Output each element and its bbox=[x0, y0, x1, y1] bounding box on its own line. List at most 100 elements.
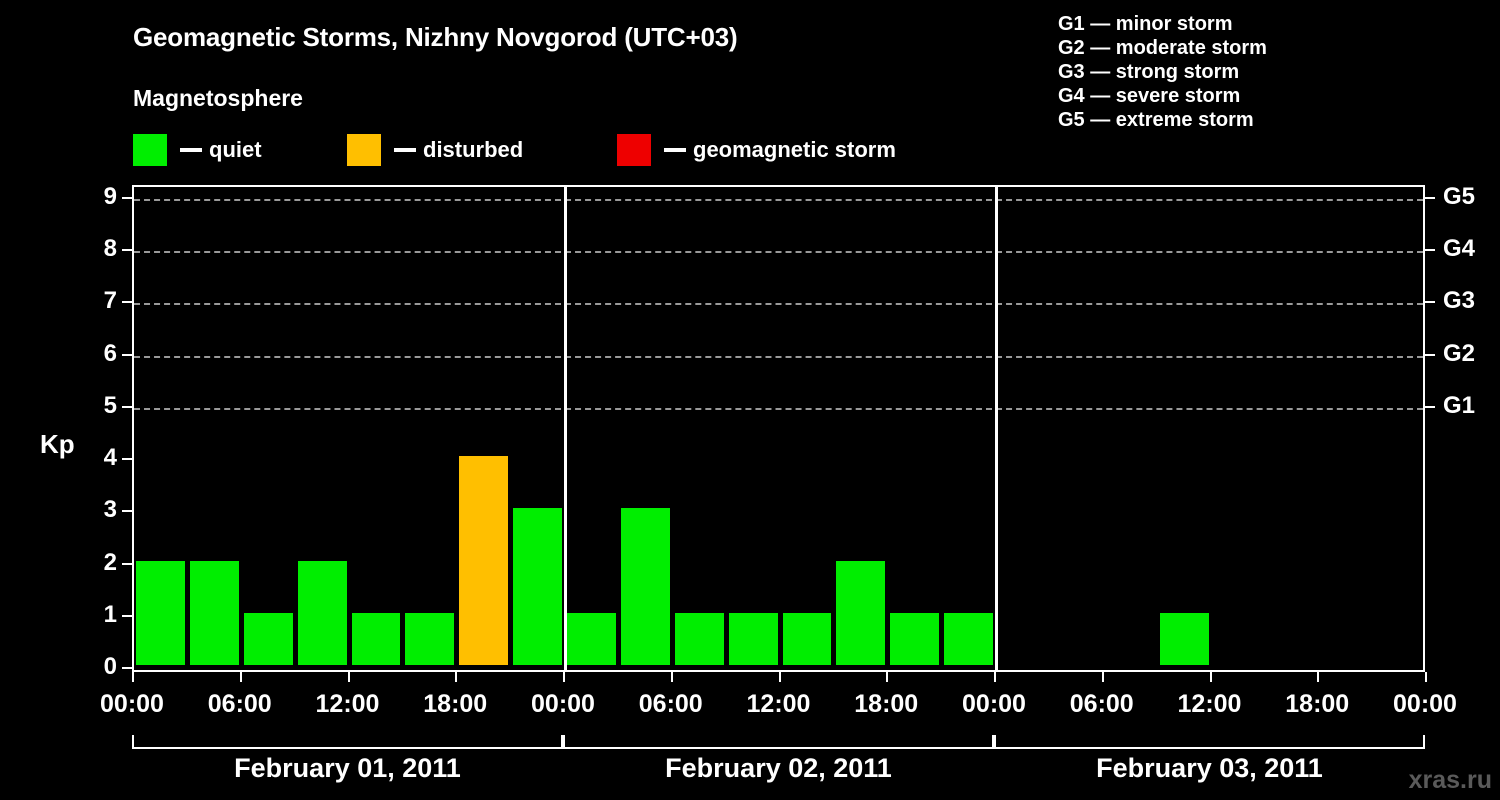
date-label: February 02, 2011 bbox=[665, 753, 892, 783]
gridline-kp-5 bbox=[134, 407, 1423, 410]
x-tick-label: 12:00 bbox=[746, 690, 811, 718]
bar bbox=[405, 612, 455, 665]
bar bbox=[944, 612, 993, 665]
g-tick-label-G1: G1 bbox=[1443, 391, 1476, 419]
x-tick-label: 06:00 bbox=[638, 690, 703, 718]
y-tick-label-7: 7 bbox=[103, 287, 117, 315]
bar bbox=[567, 612, 616, 665]
legend-entry-geomagnetic: geomagnetic storm bbox=[617, 134, 896, 166]
x-tick-mark bbox=[239, 672, 242, 682]
g-tick-mark bbox=[1425, 301, 1435, 304]
gridline-kp-6 bbox=[134, 355, 1423, 358]
y-tick-mark bbox=[122, 562, 132, 565]
bar bbox=[459, 456, 509, 665]
x-tick-mark bbox=[563, 672, 565, 682]
legend-dash-icon bbox=[394, 148, 416, 152]
g-legend-row-2: G2 — moderate storm bbox=[1058, 37, 1267, 59]
y-axis-label: Kp bbox=[40, 429, 75, 459]
x-tick-mark bbox=[455, 672, 458, 682]
y-tick-label-3: 3 bbox=[103, 496, 117, 524]
x-tick-label: 12:00 bbox=[315, 690, 380, 718]
date-label: February 01, 2011 bbox=[234, 753, 461, 783]
legend-entry-disturbed: disturbed bbox=[347, 134, 523, 166]
legend-dash-icon bbox=[180, 148, 202, 152]
y-tick-label-8: 8 bbox=[103, 235, 117, 263]
g-tick-label-G5: G5 bbox=[1443, 183, 1476, 210]
y-tick-mark bbox=[122, 614, 132, 617]
date-bracket bbox=[132, 735, 563, 749]
g-tick-label-G4: G4 bbox=[1443, 235, 1476, 263]
chart-plot-area bbox=[132, 185, 1425, 672]
bar bbox=[243, 612, 293, 665]
gridline-kp-9 bbox=[134, 199, 1423, 201]
g-legend-row-5: G5 — extreme storm bbox=[1058, 109, 1254, 131]
chart-subtitle: Magnetosphere bbox=[133, 85, 303, 111]
y-tick-mark bbox=[122, 510, 132, 513]
x-tick-mark bbox=[886, 672, 889, 682]
day-separator bbox=[994, 187, 998, 670]
red-square-icon bbox=[617, 134, 651, 166]
legend-dash-icon bbox=[664, 148, 686, 152]
y-tick-mark bbox=[122, 301, 132, 304]
g-tick-label-G2: G2 bbox=[1443, 339, 1476, 367]
bar bbox=[189, 560, 239, 665]
gridline-kp-8 bbox=[134, 251, 1423, 254]
x-tick-mark bbox=[1209, 672, 1212, 682]
storm-scale-legend: G1 — minor storm G2 — moderate storm G3 — … bbox=[1058, 12, 1478, 132]
g-tick-mark bbox=[1425, 197, 1435, 199]
legend-label: geomagnetic storm bbox=[693, 137, 896, 162]
green-square-icon bbox=[133, 134, 167, 166]
g-legend-row-1: G1 — minor storm bbox=[1058, 13, 1233, 35]
y-tick-label-4: 4 bbox=[103, 444, 117, 472]
x-tick-label: 00:00 bbox=[100, 690, 164, 718]
gridline-kp-7 bbox=[134, 303, 1423, 306]
y-tick-label-0: 0 bbox=[103, 653, 117, 680]
x-tick-mark bbox=[1317, 672, 1320, 682]
x-tick-label: 00:00 bbox=[1393, 690, 1457, 718]
g-tick-mark bbox=[1425, 405, 1435, 408]
g-legend-row-4: G4 — severe storm bbox=[1058, 85, 1241, 107]
legend-entry-quiet: quiet bbox=[133, 134, 262, 166]
date-bracket bbox=[994, 735, 1425, 749]
y-tick-label-1: 1 bbox=[103, 600, 117, 628]
legend-label: disturbed bbox=[423, 137, 524, 162]
orange-square-icon bbox=[347, 134, 381, 166]
x-tick-label: 00:00 bbox=[531, 690, 595, 718]
bar bbox=[782, 612, 832, 665]
bar bbox=[674, 612, 724, 665]
page-title: Geomagnetic Storms, Nizhny Novgorod (UTC… bbox=[133, 22, 738, 52]
x-tick-label: 00:00 bbox=[962, 690, 1026, 718]
g-tick-mark bbox=[1425, 353, 1435, 356]
x-tick-mark bbox=[1425, 672, 1427, 682]
bar bbox=[351, 612, 401, 665]
x-tick-mark bbox=[778, 672, 781, 682]
bar bbox=[836, 560, 886, 665]
bar bbox=[1159, 612, 1209, 665]
y-tick-label-9: 9 bbox=[103, 183, 117, 210]
bar bbox=[297, 560, 347, 665]
y-tick-mark bbox=[122, 667, 132, 669]
x-tick-mark bbox=[347, 672, 350, 682]
x-tick-mark bbox=[994, 672, 996, 682]
day-separator bbox=[563, 187, 567, 670]
plot-inner bbox=[134, 187, 1423, 670]
x-tick-label: 12:00 bbox=[1177, 690, 1242, 718]
x-tick-label: 06:00 bbox=[207, 690, 272, 718]
bar bbox=[728, 612, 778, 665]
date-bracket bbox=[563, 735, 994, 749]
y-tick-label-6: 6 bbox=[103, 339, 117, 367]
y-tick-mark bbox=[122, 353, 132, 356]
y-tick-label-5: 5 bbox=[103, 391, 117, 419]
bar bbox=[890, 612, 940, 665]
bar bbox=[513, 508, 562, 665]
y-tick-mark bbox=[122, 458, 132, 461]
y-tick-mark bbox=[122, 405, 132, 408]
legend-label: quiet bbox=[209, 137, 262, 162]
watermark: xras.ru bbox=[1408, 766, 1492, 794]
g-tick-mark bbox=[1425, 249, 1435, 252]
g-tick-label-G3: G3 bbox=[1443, 287, 1476, 315]
x-tick-mark bbox=[670, 672, 673, 682]
x-tick-mark bbox=[1101, 672, 1104, 682]
x-tick-label: 18:00 bbox=[423, 690, 488, 718]
y-tick-label-2: 2 bbox=[103, 548, 117, 576]
